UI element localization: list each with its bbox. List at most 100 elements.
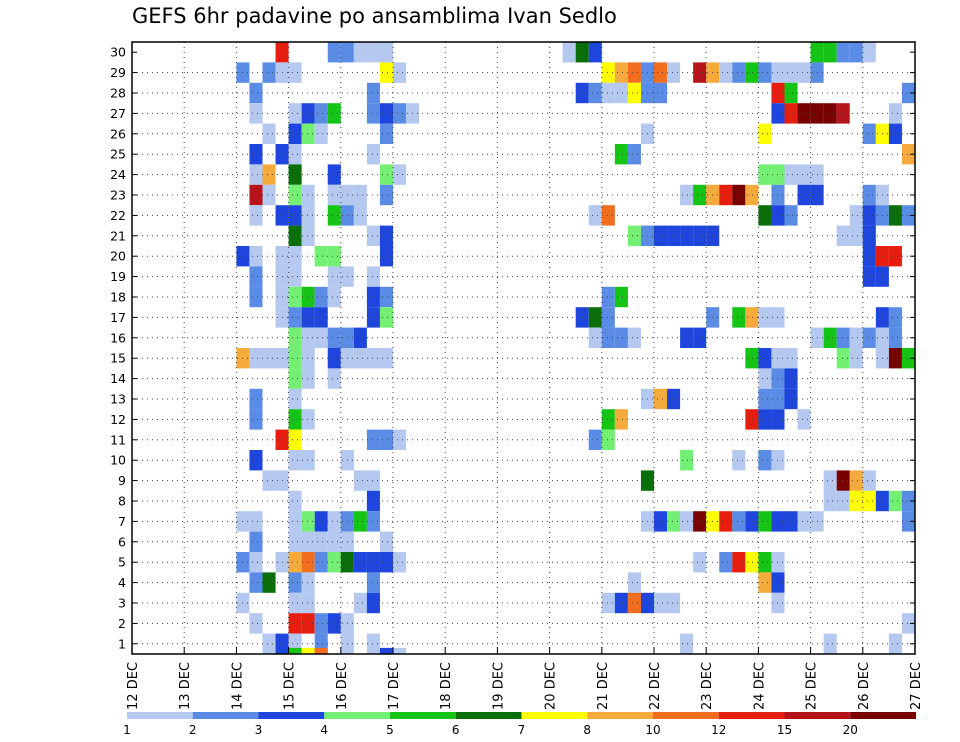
heatmap-cell bbox=[379, 429, 393, 450]
heatmap-cell bbox=[680, 511, 694, 532]
heatmap-cell bbox=[562, 42, 576, 63]
heatmap-cell bbox=[888, 348, 902, 369]
colorbar-label: 6 bbox=[452, 723, 460, 737]
heatmap-cell bbox=[327, 205, 341, 226]
heatmap-cell bbox=[823, 470, 837, 491]
colorbar-swatch bbox=[587, 712, 653, 719]
y-tick-label: 13 bbox=[110, 392, 126, 407]
heatmap-cell bbox=[732, 307, 746, 328]
heatmap-cell bbox=[353, 327, 367, 348]
heatmap-cell bbox=[379, 307, 393, 328]
heatmap-cell bbox=[849, 470, 863, 491]
heatmap-cell bbox=[784, 103, 798, 124]
heatmap-cell bbox=[288, 490, 302, 512]
heatmap-cell bbox=[797, 103, 811, 124]
heatmap-cell bbox=[667, 62, 681, 83]
heatmap-cell bbox=[327, 552, 341, 573]
heatmap-cell bbox=[601, 592, 615, 614]
heatmap-cell bbox=[693, 62, 707, 83]
heatmap-cell bbox=[379, 348, 393, 369]
heatmap-cell bbox=[288, 144, 302, 165]
heatmap-cell bbox=[262, 633, 276, 654]
heatmap-cell bbox=[627, 572, 641, 593]
heatmap-cell bbox=[353, 511, 367, 532]
heatmap-cell bbox=[327, 286, 341, 308]
heatmap-cell bbox=[366, 82, 380, 104]
heatmap-cell bbox=[249, 511, 263, 532]
heatmap-cell bbox=[314, 511, 328, 532]
heatmap-cell bbox=[836, 225, 850, 246]
heatmap-cell bbox=[901, 82, 915, 104]
heatmap-cell bbox=[627, 327, 641, 348]
heatmap-cell bbox=[849, 348, 863, 369]
heatmap-cell bbox=[862, 42, 876, 63]
heatmap-cell bbox=[249, 184, 263, 206]
colorbar-swatch bbox=[127, 712, 193, 719]
plot-grid bbox=[132, 42, 915, 654]
x-tick-label: 17 DEC bbox=[387, 662, 402, 710]
y-tick-label: 25 bbox=[110, 147, 126, 162]
heatmap-cell bbox=[601, 409, 615, 430]
x-tick-label: 22 DEC bbox=[648, 662, 663, 710]
heatmap-cell bbox=[327, 613, 341, 634]
heatmap-cell bbox=[301, 103, 315, 124]
heatmap-cell bbox=[288, 164, 302, 185]
heatmap-cell bbox=[379, 123, 393, 144]
heatmap-cell bbox=[379, 103, 393, 124]
heatmap-cell bbox=[680, 327, 694, 348]
heatmap-cell bbox=[288, 307, 302, 328]
heatmap-cell bbox=[758, 511, 772, 532]
heatmap-cell bbox=[288, 327, 302, 348]
heatmap-cell bbox=[366, 633, 380, 654]
heatmap-cell bbox=[758, 368, 772, 389]
heatmap-cell bbox=[614, 592, 628, 614]
heatmap-cell bbox=[693, 184, 707, 206]
heatmap-cell bbox=[601, 82, 615, 104]
heatmap-cell bbox=[758, 450, 772, 471]
heatmap-cell bbox=[366, 511, 380, 532]
heatmap-cell bbox=[249, 348, 263, 369]
heatmap-cell bbox=[327, 164, 341, 185]
heatmap-cell bbox=[654, 511, 668, 532]
heatmap-cell bbox=[888, 327, 902, 348]
heatmap-cell bbox=[784, 205, 798, 226]
heatmap-cell bbox=[301, 327, 315, 348]
heatmap-cell bbox=[784, 62, 798, 83]
heatmap-cell bbox=[758, 205, 772, 226]
heatmap-cell bbox=[327, 246, 341, 267]
heatmap-cell bbox=[667, 225, 681, 246]
heatmap-cell bbox=[862, 490, 876, 512]
heatmap-cell bbox=[314, 103, 328, 124]
heatmap-cell bbox=[797, 184, 811, 206]
heatmap-cell bbox=[353, 184, 367, 206]
y-tick-label: 1 bbox=[118, 636, 126, 651]
colorbar-swatch bbox=[390, 712, 456, 719]
heatmap-cell bbox=[823, 327, 837, 348]
heatmap-cell bbox=[366, 490, 380, 512]
heatmap-cell bbox=[366, 592, 380, 614]
heatmap-cell bbox=[301, 552, 315, 573]
colorbar-label: 4 bbox=[320, 723, 328, 737]
heatmap-cell bbox=[588, 82, 602, 104]
heatmap-cell bbox=[862, 225, 876, 246]
heatmap-cell bbox=[379, 647, 393, 654]
heatmap-cell bbox=[301, 225, 315, 246]
heatmap-cell bbox=[314, 123, 328, 144]
heatmap-cell bbox=[393, 429, 407, 450]
heatmap-cell bbox=[301, 647, 315, 654]
colorbar-label: 8 bbox=[583, 723, 591, 737]
heatmap-cell bbox=[249, 246, 263, 267]
y-tick-label: 2 bbox=[118, 616, 126, 631]
y-tick-label: 7 bbox=[118, 514, 126, 529]
heatmap-cell bbox=[249, 531, 263, 552]
heatmap-cell bbox=[758, 572, 772, 593]
heatmap-cell bbox=[601, 62, 615, 83]
colorbar-swatch bbox=[324, 712, 390, 719]
colorbar-swatch bbox=[192, 712, 259, 719]
heatmap-cell bbox=[693, 225, 707, 246]
x-tick-label: 15 DEC bbox=[283, 662, 298, 710]
heatmap-cell bbox=[784, 388, 798, 410]
y-tick-label: 18 bbox=[110, 290, 126, 305]
heatmap-cell bbox=[888, 103, 902, 124]
